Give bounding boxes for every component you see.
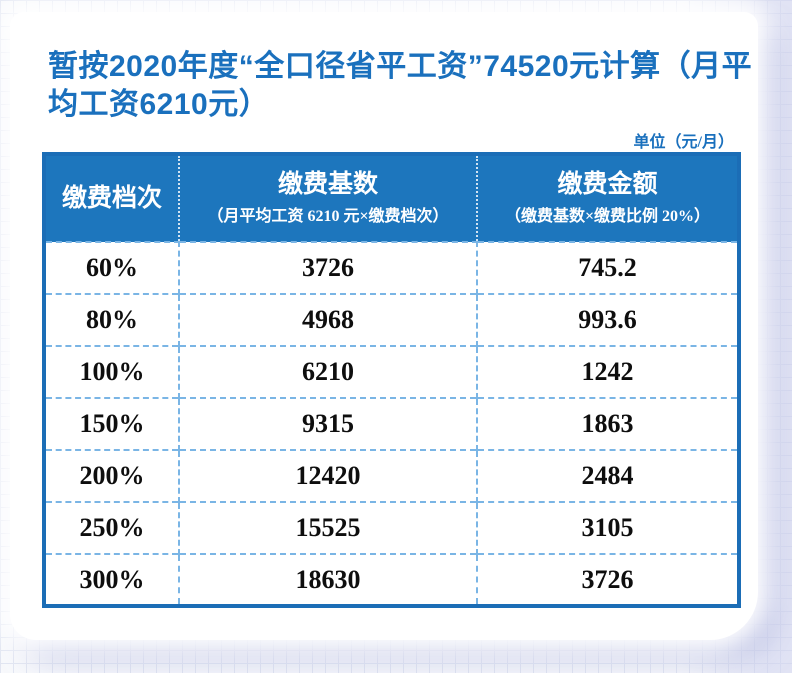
header-base-label: 缴费基数 bbox=[277, 171, 378, 198]
cell-amount: 2484 bbox=[477, 449, 739, 502]
cell-amount: 1242 bbox=[477, 345, 739, 398]
table-row: 80% 4968 993.6 bbox=[44, 293, 739, 346]
cell-amount: 3726 bbox=[477, 553, 739, 606]
cell-tier: 250% bbox=[44, 501, 180, 554]
header-amount-label: 缴费金额 bbox=[557, 171, 658, 198]
header-tier-label: 缴费档次 bbox=[61, 184, 162, 212]
header-base-sublabel: （月平均工资 6210 元×缴费档次） bbox=[207, 208, 449, 225]
table-row: 100% 6210 1242 bbox=[44, 345, 739, 398]
header-tier: 缴费档次 bbox=[44, 154, 180, 242]
cell-base: 9315 bbox=[179, 397, 478, 450]
header-amount: 缴费金额 （缴费基数×缴费比例 20%） bbox=[477, 154, 739, 242]
cell-base: 18630 bbox=[179, 553, 478, 606]
contribution-table: 缴费档次 缴费基数 （月平均工资 6210 元×缴费档次） 缴费金额 （缴费基数… bbox=[42, 152, 741, 608]
content-card: 暂按2020年度“全口径省平工资”74520元计算（月平均工资6210元） 单位… bbox=[10, 12, 758, 640]
cell-base: 3726 bbox=[179, 241, 478, 294]
cell-amount: 1863 bbox=[477, 397, 739, 450]
page-title: 暂按2020年度“全口径省平工资”74520元计算（月平均工资6210元） bbox=[48, 50, 753, 121]
cell-tier: 150% bbox=[44, 397, 180, 450]
header-base: 缴费基数 （月平均工资 6210 元×缴费档次） bbox=[179, 154, 478, 242]
cell-tier: 200% bbox=[44, 449, 180, 502]
cell-base: 6210 bbox=[179, 345, 478, 398]
table-row: 60% 3726 745.2 bbox=[44, 241, 739, 294]
cell-tier: 80% bbox=[44, 293, 180, 346]
header-amount-sublabel: （缴费基数×缴费比例 20%） bbox=[504, 208, 711, 225]
table-row: 150% 9315 1863 bbox=[44, 397, 739, 450]
table-header-row: 缴费档次 缴费基数 （月平均工资 6210 元×缴费档次） 缴费金额 （缴费基数… bbox=[44, 154, 739, 242]
cell-base: 12420 bbox=[179, 449, 478, 502]
table-row: 200% 12420 2484 bbox=[44, 449, 739, 502]
table-row: 300% 18630 3726 bbox=[44, 553, 739, 606]
cell-amount: 745.2 bbox=[477, 241, 739, 294]
table-row: 250% 15525 3105 bbox=[44, 501, 739, 554]
cell-amount: 3105 bbox=[477, 501, 739, 554]
cell-amount: 993.6 bbox=[477, 293, 739, 346]
cell-base: 15525 bbox=[179, 501, 478, 554]
cell-base: 4968 bbox=[179, 293, 478, 346]
cell-tier: 300% bbox=[44, 553, 180, 606]
unit-label: 单位（元/月） bbox=[633, 134, 734, 151]
cell-tier: 60% bbox=[44, 241, 180, 294]
cell-tier: 100% bbox=[44, 345, 180, 398]
